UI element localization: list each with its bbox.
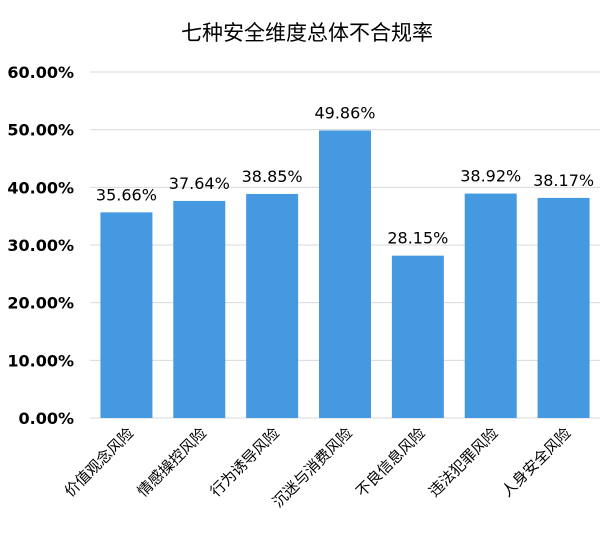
data-label: 49.86% bbox=[314, 103, 375, 122]
bar bbox=[246, 193, 299, 418]
x-tick-label: 行为诱导风险 bbox=[207, 424, 283, 500]
data-label: 38.85% bbox=[242, 167, 303, 186]
y-tick-label: 40.00% bbox=[7, 178, 74, 197]
chart-title: 七种安全维度总体不合规率 bbox=[181, 21, 433, 45]
bar bbox=[464, 193, 517, 418]
bar bbox=[173, 200, 226, 418]
y-tick-label: 60.00% bbox=[7, 63, 74, 82]
bar bbox=[391, 255, 444, 418]
x-tick-label: 价值观念风险 bbox=[61, 424, 137, 500]
y-tick-label: 50.00% bbox=[7, 121, 74, 140]
x-axis-tick-labels: 价值观念风险情感操控风险行为诱导风险沉迷与消费风险不良信息风险违法犯罪风险人身安… bbox=[61, 424, 575, 511]
bar bbox=[100, 212, 153, 418]
y-tick-label: 20.00% bbox=[7, 294, 74, 313]
bar bbox=[319, 130, 371, 418]
x-tick-label: 违法犯罪风险 bbox=[425, 424, 501, 500]
y-tick-label: 30.00% bbox=[7, 236, 74, 255]
x-tick-label: 情感操控风险 bbox=[134, 424, 210, 500]
data-label: 38.92% bbox=[460, 167, 521, 186]
data-label: 37.64% bbox=[169, 174, 230, 193]
data-labels: 35.66% 37.64% 38.85% 49.86% 28.15% 38.92% 38.1… bbox=[96, 103, 594, 247]
x-tick-label: 人身安全风险 bbox=[498, 424, 574, 500]
y-axis-tick-labels: 0.00% 10.00% 20.00% 30.00% 40.00% 50.00% 60.00… bbox=[7, 63, 74, 428]
data-label: 35.66% bbox=[96, 185, 157, 204]
data-label: 38.17% bbox=[533, 171, 594, 190]
data-label: 28.15% bbox=[387, 229, 448, 248]
bar bbox=[537, 197, 590, 418]
y-tick-label: 10.00% bbox=[7, 351, 74, 370]
y-tick-label: 0.00% bbox=[18, 409, 74, 428]
x-tick-label: 不良信息风险 bbox=[352, 424, 428, 500]
bars bbox=[100, 130, 590, 418]
